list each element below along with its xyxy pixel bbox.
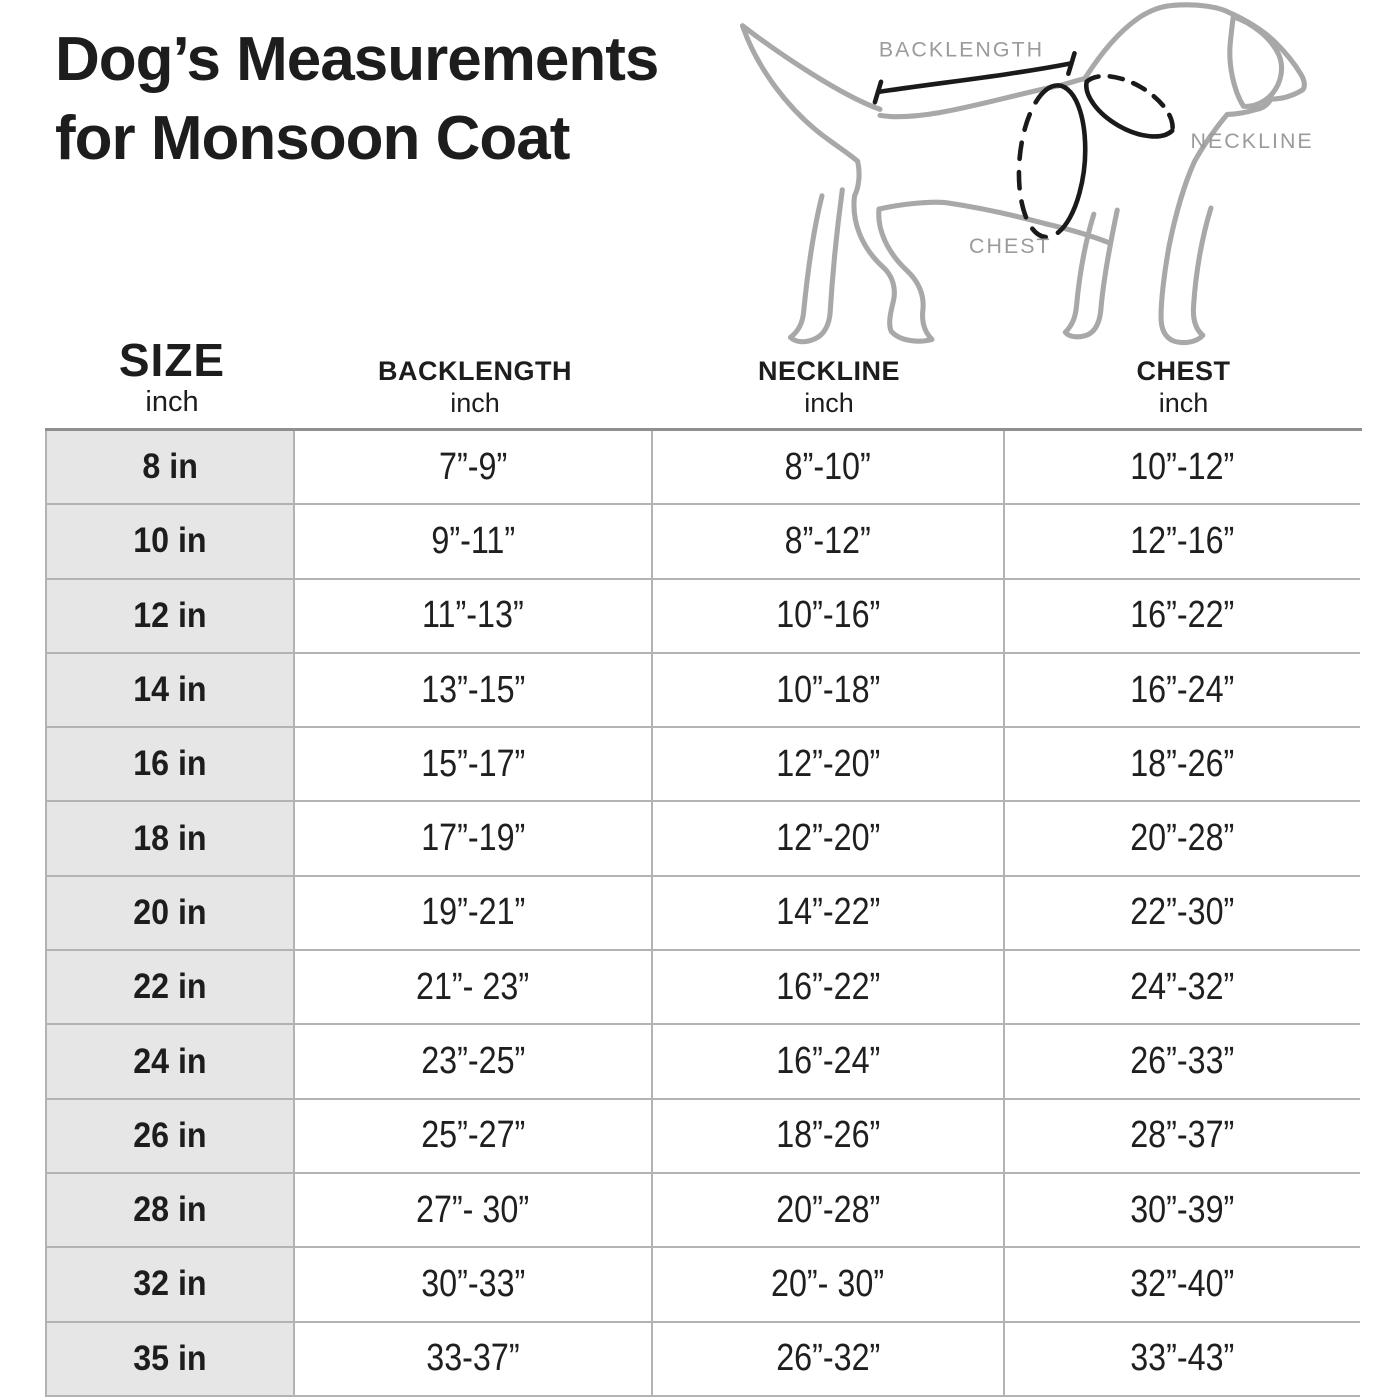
neckline-cell: 12”-20” bbox=[651, 728, 1003, 803]
backlength-cell: 13”-15” bbox=[295, 654, 651, 729]
header-neckline: NECKLINE inch bbox=[653, 336, 1005, 424]
backlength-cell: 7”-9” bbox=[295, 431, 651, 506]
size-cell: 22 in bbox=[45, 951, 295, 1026]
backlength-cell: 25”-27” bbox=[295, 1100, 651, 1174]
chest-cell: 30”-39” bbox=[1003, 1173, 1360, 1249]
neckline-cell: 8”-10” bbox=[651, 431, 1003, 506]
size-cell: 8 in bbox=[45, 431, 295, 506]
neck-girth-solid bbox=[1084, 79, 1175, 139]
neck-girth-dashed bbox=[1084, 73, 1175, 133]
size-cell: 28 in bbox=[45, 1173, 295, 1249]
chest-cell: 16”-22” bbox=[1003, 579, 1360, 654]
size-cell: 12 in bbox=[45, 579, 295, 654]
backlength-cell: 27”- 30” bbox=[295, 1174, 651, 1249]
page-title-line2: for Monsoon Coat bbox=[55, 104, 570, 174]
size-cell: 14 in bbox=[45, 653, 295, 729]
chest-cell: 16”-24” bbox=[1003, 653, 1360, 729]
size-cell: 35 in bbox=[45, 1322, 295, 1397]
size-table-body: 8 in 7”-9” 8”-10” 10”-12” 10 in 9”-11” 8… bbox=[45, 428, 1362, 1397]
chest-cell: 10”-12” bbox=[1003, 431, 1360, 506]
backlength-cell: 17”-19” bbox=[295, 802, 651, 877]
chest-cell: 18”-26” bbox=[1003, 728, 1360, 803]
backlength-cell: 33-37” bbox=[295, 1323, 651, 1397]
neckline-cell: 12”-20” bbox=[651, 802, 1003, 877]
neckline-cell: 10”-16” bbox=[651, 579, 1003, 654]
header-chest-unit: inch bbox=[1158, 387, 1209, 418]
header-chest: CHEST inch bbox=[1005, 336, 1362, 424]
backlength-cell: 30”-33” bbox=[295, 1248, 651, 1323]
size-cell: 20 in bbox=[45, 876, 295, 952]
header-size: SIZE inch bbox=[47, 336, 297, 424]
chest-cell: 22”-30” bbox=[1003, 876, 1360, 952]
neckline-cell: 16”-24” bbox=[651, 1025, 1003, 1100]
dog-diagram-svg: BACKLENGTH NECKLINE CHEST bbox=[740, 2, 1314, 346]
backlength-cell: 11”-13” bbox=[295, 580, 651, 654]
chest-cell: 32”-40” bbox=[1003, 1248, 1360, 1323]
backlength-cell: 23”-25” bbox=[295, 1025, 651, 1100]
measurement-annotations bbox=[872, 51, 1175, 240]
backlength-cell: 19”-21” bbox=[295, 877, 651, 952]
chest-cell: 12”-16” bbox=[1003, 505, 1360, 580]
header-backlength: BACKLENGTH inch bbox=[297, 336, 653, 424]
table-header-row: SIZE inch BACKLENGTH inch NECKLINE inch … bbox=[47, 336, 1362, 424]
dog-measurement-diagram: BACKLENGTH NECKLINE CHEST bbox=[712, 0, 1384, 352]
neckline-cell: 20”- 30” bbox=[651, 1248, 1003, 1323]
backlength-diagram-label: BACKLENGTH bbox=[879, 37, 1044, 61]
neckline-cell: 10”-18” bbox=[651, 653, 1003, 729]
chest-cell: 28”-37” bbox=[1003, 1099, 1360, 1174]
backlength-cell: 21”- 23” bbox=[295, 951, 651, 1026]
page-title: Dog’s Measurements for Monsoon Coat bbox=[55, 20, 659, 179]
page-title-line1: Dog’s Measurements bbox=[55, 25, 659, 94]
neckline-diagram-label: NECKLINE bbox=[1191, 129, 1314, 153]
chest-girth-dashed bbox=[1016, 87, 1061, 240]
size-cell: 26 in bbox=[45, 1099, 295, 1174]
backlength-tick-right bbox=[1066, 51, 1077, 76]
backlength-cell: 15”-17” bbox=[295, 728, 651, 803]
size-cell: 18 in bbox=[45, 802, 295, 877]
header-neckline-unit: inch bbox=[804, 387, 854, 418]
backlength-measure-line bbox=[875, 61, 1073, 95]
neckline-cell: 18”-26” bbox=[651, 1099, 1003, 1174]
chest-cell: 20”-28” bbox=[1003, 802, 1360, 877]
neckline-cell: 20”-28” bbox=[651, 1173, 1003, 1249]
chest-diagram-label: CHEST bbox=[969, 234, 1052, 258]
chest-cell: 26”-33” bbox=[1003, 1025, 1360, 1100]
header-size-label: SIZE bbox=[118, 333, 226, 386]
size-cell: 32 in bbox=[45, 1248, 295, 1323]
neckline-cell: 26”-32” bbox=[651, 1322, 1003, 1397]
header-backlength-unit: inch bbox=[450, 387, 500, 418]
chest-cell: 33”-43” bbox=[1003, 1322, 1360, 1397]
chest-cell: 24”-32” bbox=[1003, 951, 1360, 1026]
neckline-cell: 14”-22” bbox=[651, 876, 1003, 952]
header-chest-label: CHEST bbox=[1136, 355, 1231, 386]
size-cell: 16 in bbox=[45, 728, 295, 803]
neckline-cell: 16”-22” bbox=[651, 951, 1003, 1026]
header-backlength-label: BACKLENGTH bbox=[378, 355, 572, 386]
dog-outline-icon bbox=[740, 2, 1307, 346]
size-cell: 24 in bbox=[45, 1025, 295, 1100]
neckline-cell: 8”-12” bbox=[651, 505, 1003, 580]
backlength-tick-left bbox=[872, 79, 884, 105]
size-cell: 10 in bbox=[45, 505, 295, 580]
header-neckline-label: NECKLINE bbox=[757, 355, 900, 386]
header-size-unit: inch bbox=[145, 385, 199, 418]
chest-girth-solid bbox=[1043, 83, 1088, 235]
backlength-cell: 9”-11” bbox=[295, 505, 651, 580]
